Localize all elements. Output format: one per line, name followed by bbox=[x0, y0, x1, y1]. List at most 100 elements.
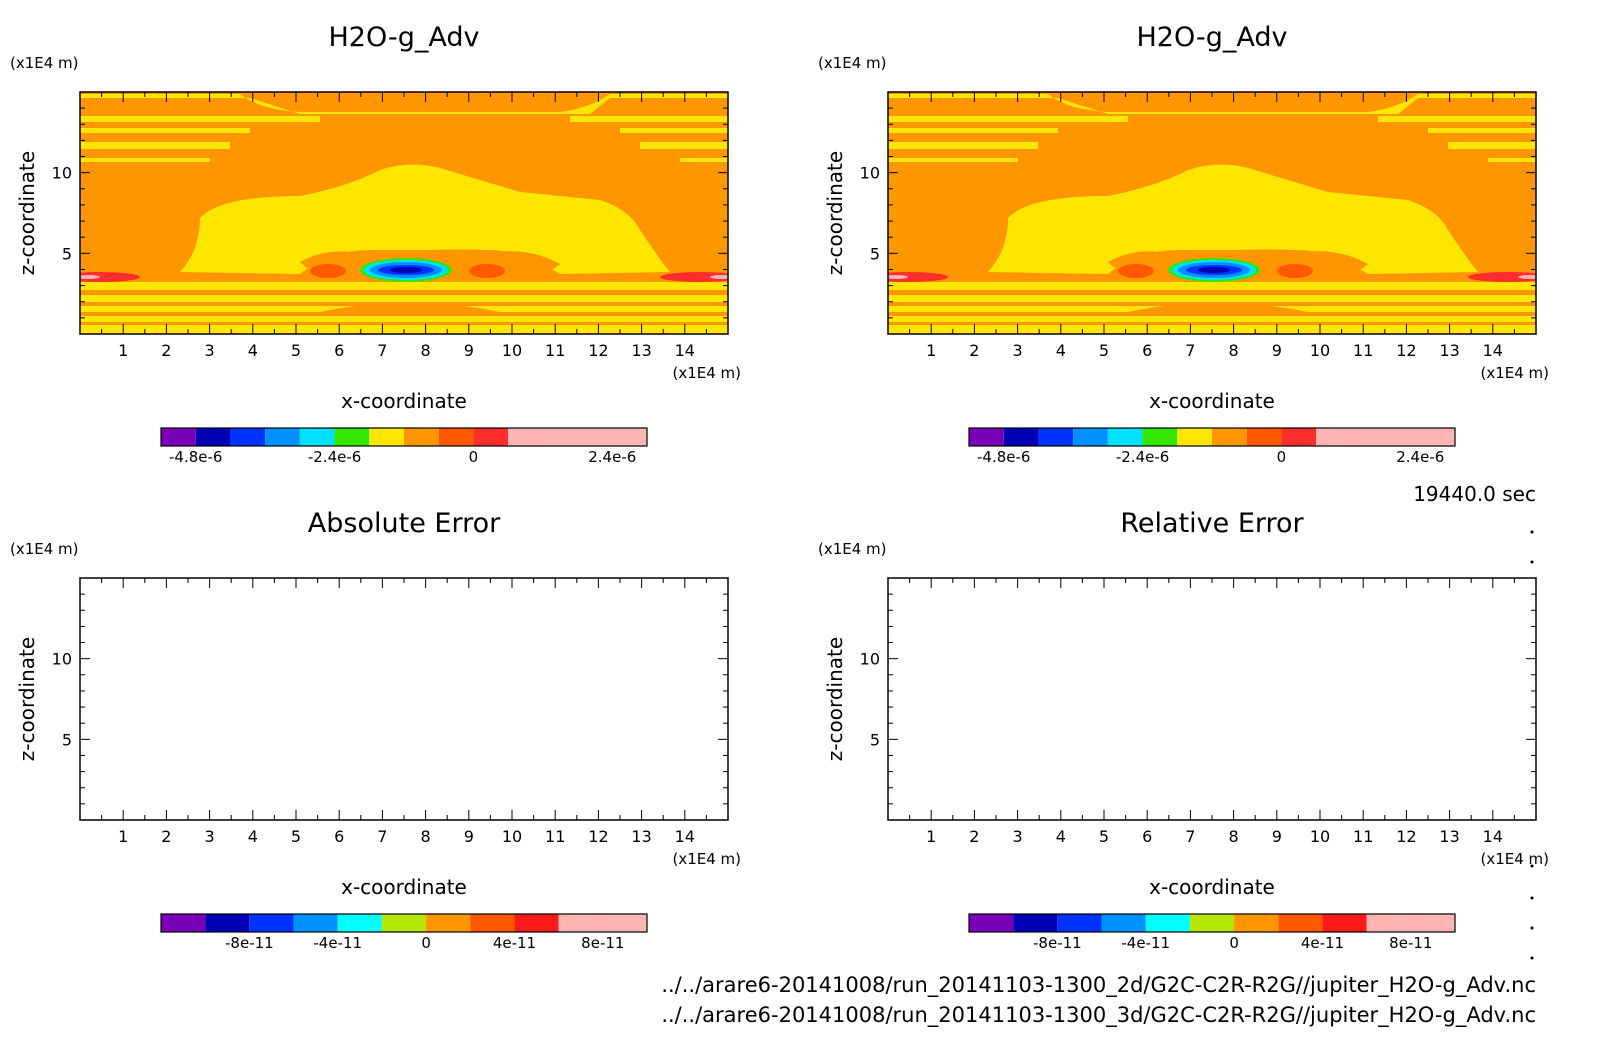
x-tick-label: 9 bbox=[1272, 827, 1282, 846]
colorbar-segment bbox=[508, 428, 543, 446]
x-tick-label: 1 bbox=[926, 827, 936, 846]
x-tick-label: 14 bbox=[1483, 827, 1503, 846]
x-tick-label: 5 bbox=[1099, 341, 1109, 360]
colorbar-tick-label: -8e-11 bbox=[225, 934, 274, 952]
colorbar-segment bbox=[602, 914, 647, 932]
colorbar-segment bbox=[1177, 428, 1212, 446]
contour-fill-h2o-adv-left bbox=[80, 92, 728, 334]
x-tick-label: 7 bbox=[1185, 341, 1195, 360]
x-tick-label: 7 bbox=[1185, 827, 1195, 846]
colorbar-tick-label: -4e-11 bbox=[313, 934, 362, 952]
chart-panel-top-left: H2O-g_Adv(x1E4 m)1 2 3 4 5 6 7 8 9 10 11 12 13 14510(… bbox=[10, 22, 741, 466]
colorbar-segment bbox=[1142, 428, 1178, 446]
colorbar-segment bbox=[1281, 428, 1317, 446]
y-tick-label: 10 bbox=[52, 650, 72, 669]
colorbar-tick-label: 4e-11 bbox=[1301, 934, 1344, 952]
colorbar-frame bbox=[160, 913, 648, 933]
x-tick-label: 11 bbox=[545, 827, 565, 846]
colorbar-segment bbox=[1057, 914, 1102, 932]
x-tick-label: 10 bbox=[502, 827, 522, 846]
x-tick-label: 12 bbox=[588, 827, 608, 846]
colorbar-segment bbox=[299, 428, 335, 446]
x-tick-label: 13 bbox=[1439, 341, 1459, 360]
chart-title: H2O-g_Adv bbox=[1137, 22, 1288, 53]
y-unit-label: (x1E4 m) bbox=[10, 540, 79, 558]
x-tick-label: 3 bbox=[205, 827, 215, 846]
x-tick-label: 3 bbox=[1013, 341, 1023, 360]
x-tick-label: 5 bbox=[291, 827, 301, 846]
x-tick-label: 4 bbox=[1056, 827, 1066, 846]
file-path-2: ../../arare6-20141008/run_20141103-1300_… bbox=[661, 1003, 1536, 1028]
x-tick-label: 5 bbox=[291, 341, 301, 360]
x-tick-label: 10 bbox=[502, 341, 522, 360]
colorbar: -8e-11 -4e-11 0 4e-11 8e-11 bbox=[968, 913, 1456, 952]
x-tick-label: 6 bbox=[334, 341, 344, 360]
colorbar-segment bbox=[1145, 914, 1190, 932]
x-tick-label: 2 bbox=[969, 341, 979, 360]
x-tick-label: 8 bbox=[421, 827, 431, 846]
colorbar-segment bbox=[381, 914, 427, 932]
time-label: 19440.0 sec bbox=[1413, 482, 1536, 506]
colorbar: -4.8e-6 -2.4e-6 0 2.4e-6 bbox=[160, 427, 648, 466]
x-tick-label: 4 bbox=[248, 341, 258, 360]
x-tick-label: 12 bbox=[588, 341, 608, 360]
colorbar-tick-label: 2.4e-6 bbox=[1396, 448, 1444, 466]
y-tick-label: 10 bbox=[52, 164, 72, 183]
chart-title: Relative Error bbox=[1120, 508, 1304, 539]
colorbar-tick-label: 8e-11 bbox=[1389, 934, 1432, 952]
colorbar-segment bbox=[969, 914, 1014, 932]
colorbar-segment bbox=[1410, 914, 1455, 932]
y-tick-label: 5 bbox=[870, 730, 880, 749]
colorbar-tick-label: 2.4e-6 bbox=[588, 448, 636, 466]
chart-panel-top-right: H2O-g_Adv(x1E4 m)1 2 3 4 5 6 7 8 9 10 11 12 13 14510(… bbox=[818, 22, 1549, 466]
colorbar-segment bbox=[1212, 428, 1247, 446]
x-unit-label: (x1E4 m) bbox=[672, 364, 741, 382]
colorbar-segment bbox=[1003, 428, 1039, 446]
x-tick-label: 12 bbox=[1396, 827, 1416, 846]
x-tick-label: 7 bbox=[377, 341, 387, 360]
x-tick-label: 1 bbox=[118, 827, 128, 846]
y-tick-label: 10 bbox=[860, 164, 880, 183]
y-axis-label: z-coordinate bbox=[15, 151, 39, 275]
colorbar-frame bbox=[968, 427, 1456, 447]
colorbar-tick-label: -2.4e-6 bbox=[308, 448, 361, 466]
y-axis-label: z-coordinate bbox=[15, 637, 39, 761]
x-tick-label: 6 bbox=[334, 827, 344, 846]
colorbar-tick-label: 0 bbox=[1277, 448, 1287, 466]
x-tick-label: 4 bbox=[248, 827, 258, 846]
x-tick-label: 11 bbox=[1353, 341, 1373, 360]
colorbar: -4.8e-6 -2.4e-6 0 2.4e-6 bbox=[968, 427, 1456, 466]
colorbar-segment bbox=[1038, 428, 1074, 446]
colorbar-segment bbox=[1234, 914, 1279, 932]
x-tick-label: 1 bbox=[118, 341, 128, 360]
x-tick-label: 2 bbox=[969, 827, 979, 846]
y-unit-label: (x1E4 m) bbox=[818, 540, 887, 558]
colorbar-segment bbox=[1366, 914, 1411, 932]
x-tick-label: 10 bbox=[1310, 827, 1330, 846]
x-tick-label: 6 bbox=[1142, 341, 1152, 360]
colorbar-tick-label: -8e-11 bbox=[1033, 934, 1082, 952]
x-tick-label: 13 bbox=[631, 341, 651, 360]
colorbar-segment bbox=[1278, 914, 1323, 932]
x-tick-label: 4 bbox=[1056, 341, 1066, 360]
colorbar-segment bbox=[205, 914, 250, 932]
colorbar-segment bbox=[1101, 914, 1146, 932]
trailing-dots bbox=[1530, 530, 1534, 960]
x-tick-label: 3 bbox=[1013, 827, 1023, 846]
x-tick-label: 10 bbox=[1310, 341, 1330, 360]
x-tick-label: 6 bbox=[1142, 827, 1152, 846]
y-tick-label: 5 bbox=[62, 730, 72, 749]
x-tick-label: 11 bbox=[1353, 827, 1373, 846]
x-axis-label: x-coordinate bbox=[341, 875, 467, 899]
colorbar-segment bbox=[369, 428, 404, 446]
chart-title: H2O-g_Adv bbox=[329, 22, 480, 53]
colorbar-segment bbox=[1322, 914, 1367, 932]
x-tick-label: 2 bbox=[161, 827, 171, 846]
colorbar-segment bbox=[1246, 428, 1282, 446]
x-axis-label: x-coordinate bbox=[1149, 389, 1275, 413]
colorbar-segment bbox=[1073, 428, 1108, 446]
y-tick-label: 5 bbox=[870, 244, 880, 263]
plot-area-empty bbox=[888, 578, 1536, 820]
colorbar-segment bbox=[161, 914, 206, 932]
colorbar-tick-label: 4e-11 bbox=[493, 934, 536, 952]
